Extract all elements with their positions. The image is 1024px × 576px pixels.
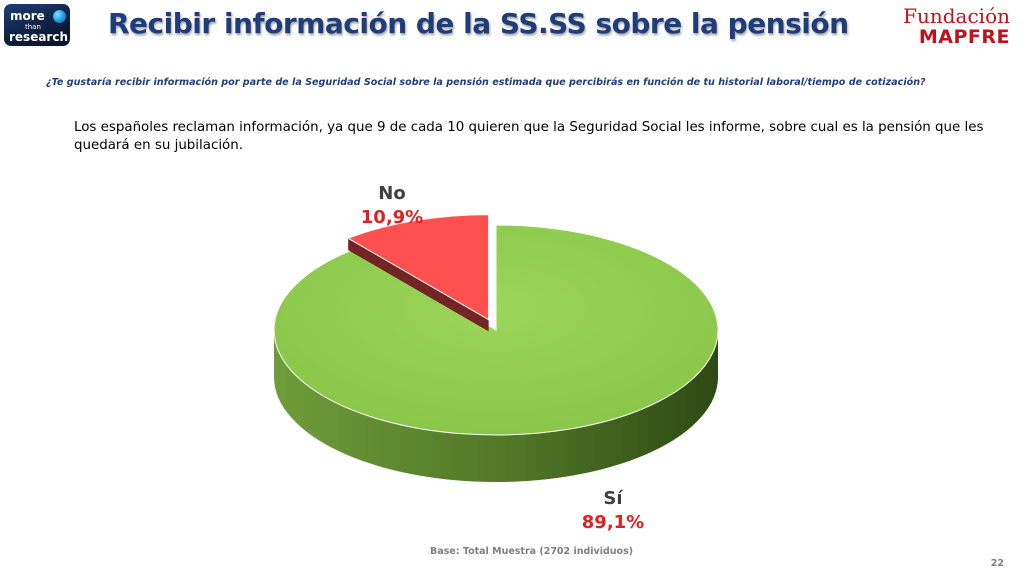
pie-slice-top <box>347 214 490 321</box>
pie-slice-cut-face <box>348 238 489 332</box>
globe-icon <box>53 10 66 23</box>
pie-slice-top <box>273 224 719 436</box>
pie-slice-side <box>274 330 718 482</box>
pie-slice-si <box>273 224 719 482</box>
more-than-research-logo: more than research <box>4 4 70 46</box>
fundacion-mapfre-logo: Fundación MAPFRE <box>898 5 1010 47</box>
slide-title: Recibir información de la SS.SS sobre la… <box>108 7 849 40</box>
page-number: 22 <box>990 558 1004 569</box>
survey-question: ¿Te gustaría recibir información por par… <box>46 77 926 88</box>
logo-word-more: more <box>10 9 45 23</box>
sample-base-note: Base: Total Muestra (2702 individuos) <box>430 546 634 557</box>
slice-value-si: 89,1% <box>582 512 644 533</box>
logo-word-fundacion: Fundación <box>903 4 1010 28</box>
slice-value-no: 10,9% <box>361 207 423 228</box>
logo-word-mapfre: MAPFRE <box>918 26 1010 48</box>
pie-slice-no <box>347 214 490 332</box>
logo-word-research: research <box>9 30 69 44</box>
slice-label-no: No <box>378 183 405 204</box>
slice-label-si: Sí <box>603 488 623 509</box>
logo-word-than: than <box>25 23 41 31</box>
summary-text: Los españoles reclaman información, ya q… <box>74 120 984 153</box>
